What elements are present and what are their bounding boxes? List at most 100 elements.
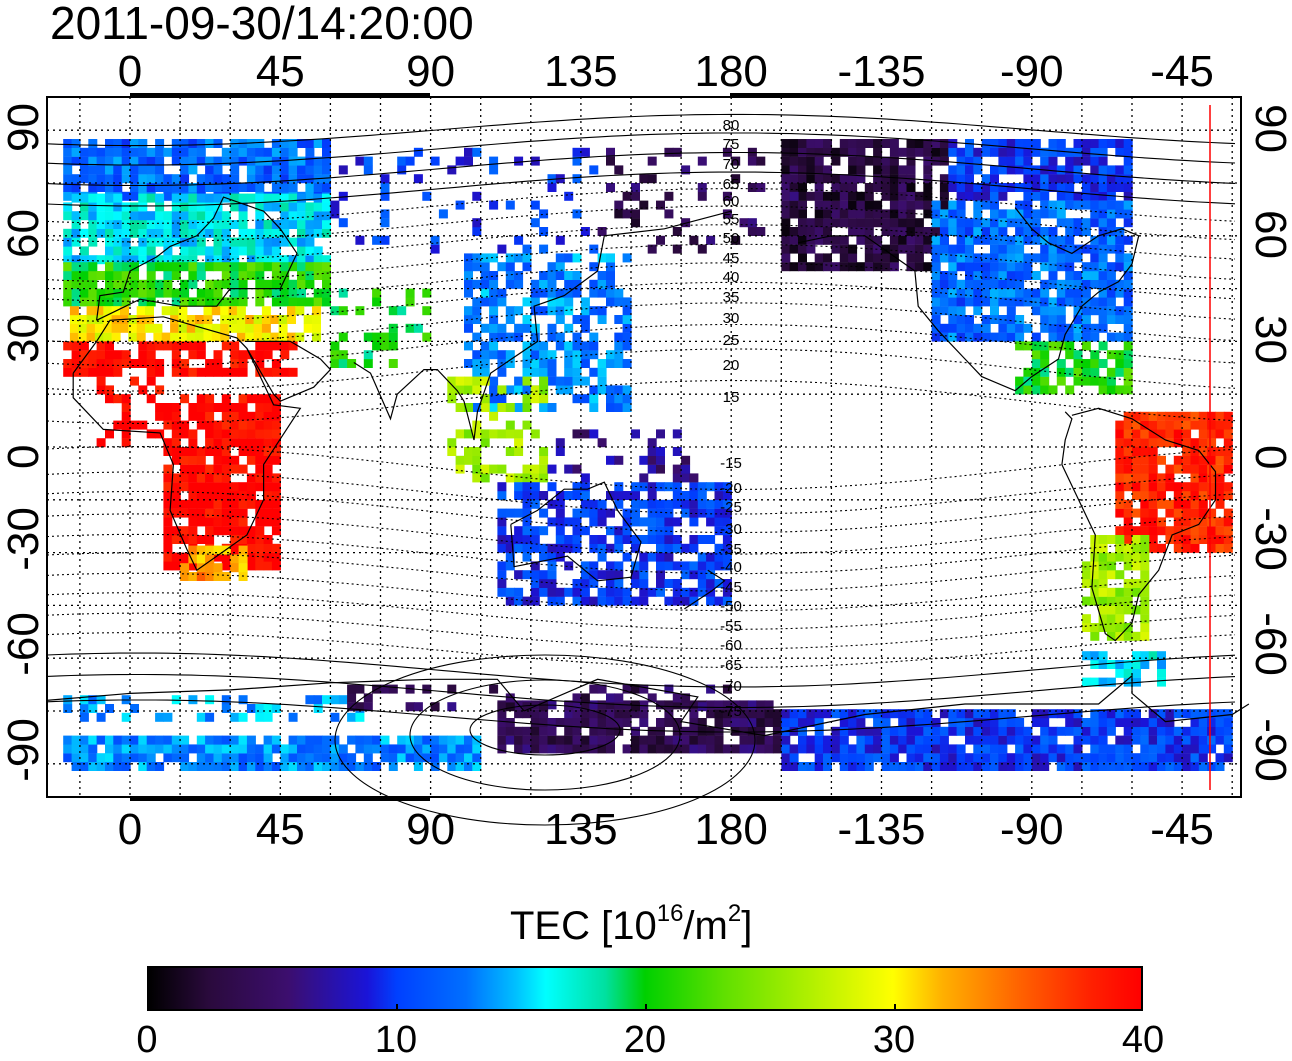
colorbar-tick-label: 30 bbox=[872, 1019, 916, 1061]
top-lon-tick: -90 bbox=[1000, 47, 1064, 96]
bottom-lon-tick: -135 bbox=[837, 805, 926, 854]
contour-label: -40 bbox=[720, 559, 742, 576]
coastline bbox=[1061, 407, 1217, 642]
contour-label: 60 bbox=[723, 193, 740, 210]
contour-line bbox=[46, 632, 1236, 668]
colorbar-tick-label: 40 bbox=[1121, 1019, 1165, 1061]
contour-line bbox=[46, 612, 1236, 650]
bottom-lon-tick: 135 bbox=[544, 805, 618, 854]
contour-label: 50 bbox=[723, 230, 740, 247]
colorbar-tick-mark bbox=[396, 1004, 398, 1011]
coastline bbox=[353, 210, 732, 441]
contour-line bbox=[46, 151, 1236, 187]
contour-line bbox=[46, 302, 1236, 344]
bottom-lon-tick: -90 bbox=[1000, 805, 1064, 854]
colorbar-tick-label: 0 bbox=[136, 1019, 158, 1061]
contour-label: -30 bbox=[720, 521, 742, 538]
contour-label: 40 bbox=[723, 269, 740, 286]
colorbar-title: TEC [1016/m2] bbox=[510, 900, 753, 949]
axis-band bbox=[730, 797, 1030, 801]
contour-line bbox=[46, 533, 1236, 575]
contour-line bbox=[46, 471, 1236, 515]
tec-data-layer bbox=[63, 139, 1233, 771]
contour-line bbox=[46, 673, 1236, 709]
contour-label: -50 bbox=[720, 598, 742, 615]
contour-line bbox=[46, 699, 1236, 733]
contour-line bbox=[46, 188, 1236, 224]
contour-label: -70 bbox=[720, 678, 742, 695]
contour-line bbox=[46, 132, 1236, 166]
contour-label: -60 bbox=[720, 637, 742, 654]
bottom-lon-tick: 0 bbox=[117, 805, 143, 854]
contour-label: -55 bbox=[720, 618, 742, 635]
contour-loop bbox=[469, 704, 621, 756]
contour-label: -75 bbox=[720, 703, 742, 720]
contour-label: 75 bbox=[723, 136, 740, 153]
contour-line bbox=[46, 348, 1236, 392]
contour-label: 55 bbox=[723, 211, 740, 228]
axis-band bbox=[130, 93, 430, 97]
contour-line bbox=[46, 652, 1236, 688]
contour-line bbox=[46, 572, 1236, 612]
top-lon-tick: -45 bbox=[1150, 47, 1214, 96]
contour-label: 15 bbox=[723, 389, 740, 406]
bottom-lon-tick: -45 bbox=[1150, 805, 1214, 854]
contour-loop bbox=[409, 679, 681, 791]
contour-loop bbox=[334, 654, 756, 826]
top-lon-tick: -135 bbox=[837, 47, 926, 96]
contour-line bbox=[46, 243, 1236, 283]
axis-band bbox=[730, 93, 1030, 97]
contour-line bbox=[46, 224, 1236, 262]
coastline bbox=[510, 481, 642, 582]
contour-label: 70 bbox=[723, 156, 740, 173]
coastline bbox=[72, 316, 302, 572]
contour-line bbox=[46, 323, 1236, 367]
contour-line bbox=[46, 205, 1236, 243]
top-lon-tick: 0 bbox=[117, 47, 143, 96]
contour-label: -15 bbox=[720, 455, 742, 472]
contour-line bbox=[46, 513, 1236, 555]
contour-label: 25 bbox=[723, 332, 740, 349]
map-timestamp: 2011-09-30/14:20:00 bbox=[50, 0, 474, 49]
colorbar-tick-mark bbox=[147, 1004, 149, 1011]
contour-line bbox=[46, 592, 1236, 630]
map-border bbox=[46, 96, 1242, 798]
contour-label: -35 bbox=[720, 541, 742, 558]
colorbar-tick-label: 10 bbox=[374, 1019, 418, 1061]
contour-label: -65 bbox=[720, 657, 742, 674]
bottom-lon-tick: 45 bbox=[255, 805, 305, 854]
coastlines bbox=[46, 196, 1250, 737]
contour-line bbox=[46, 446, 1236, 490]
contour-label: -25 bbox=[720, 499, 742, 516]
contour-line bbox=[46, 281, 1236, 323]
colorbar-tick-mark bbox=[645, 1004, 647, 1011]
colorbar-tick-mark bbox=[894, 1004, 896, 1011]
contour-label: 45 bbox=[723, 250, 740, 267]
contour-line bbox=[46, 262, 1236, 302]
bottom-lon-tick: 180 bbox=[694, 805, 768, 854]
contour-label: -20 bbox=[720, 480, 742, 497]
contour-label: 35 bbox=[723, 289, 740, 306]
contour-label: 80 bbox=[723, 117, 740, 134]
top-lon-tick: 135 bbox=[544, 47, 618, 96]
colorbar-tick-label: 20 bbox=[623, 1019, 667, 1061]
top-lon-tick: 90 bbox=[406, 47, 456, 96]
contour-label: -45 bbox=[720, 579, 742, 596]
top-lon-tick: 45 bbox=[255, 47, 305, 96]
top-lon-tick: 180 bbox=[694, 47, 768, 96]
coastline bbox=[96, 196, 298, 321]
coastline bbox=[246, 340, 332, 402]
contour-line bbox=[46, 552, 1236, 592]
coastline bbox=[684, 569, 726, 610]
map-frame bbox=[46, 93, 1242, 801]
contour-line bbox=[46, 380, 1236, 424]
contour-line bbox=[46, 171, 1236, 207]
contour-line bbox=[46, 113, 1236, 147]
axis-band bbox=[130, 797, 430, 801]
contour-label: 20 bbox=[723, 357, 740, 374]
coastline bbox=[797, 207, 1140, 392]
contour-line bbox=[46, 490, 1236, 534]
contour-label: 30 bbox=[723, 310, 740, 327]
